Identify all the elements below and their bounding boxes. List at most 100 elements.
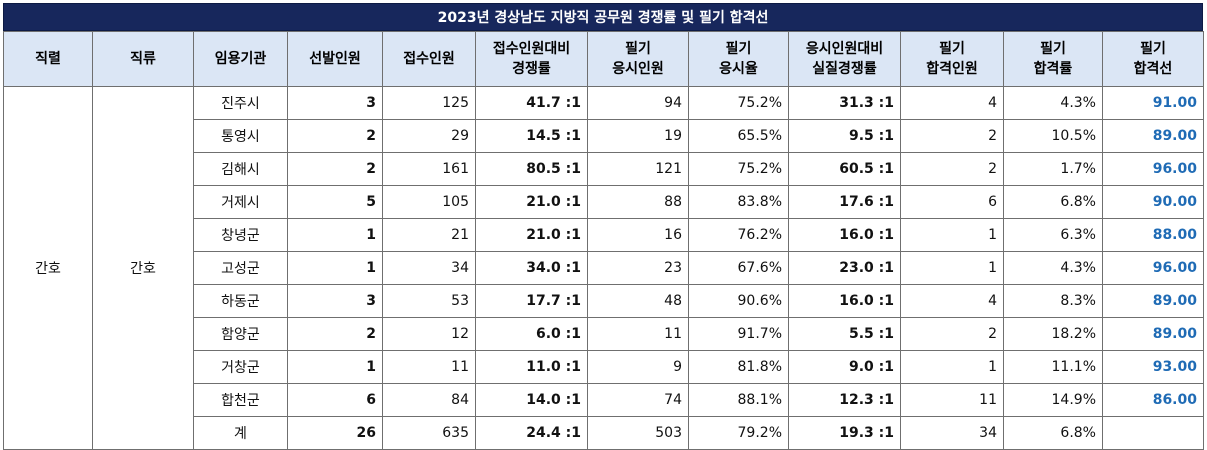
table-row: 거창군 1 11 11.0 :1 9 81.8% 9.0 :1 1 11.1% 93.00 <box>4 350 1204 384</box>
cell-exam: 94 <box>587 86 689 120</box>
header-cutline: 필기 합격선 <box>1102 31 1204 87</box>
cell-passrate: 18.2% <box>1003 317 1103 351</box>
cell-agency: 거제시 <box>193 185 288 219</box>
cell-ratio: 41.7 :1 <box>475 86 588 120</box>
cell-hire: 6 <box>287 383 383 417</box>
cell-hire: 26 <box>287 416 383 450</box>
cell-exam: 9 <box>587 350 689 384</box>
cell-ratio: 24.4 :1 <box>475 416 588 450</box>
cell-realratio: 60.5 :1 <box>788 152 901 186</box>
cell-examrate: 81.8% <box>688 350 789 384</box>
cell-pass: 1 <box>900 350 1004 384</box>
table-title: 2023년 경상남도 지방직 공무원 경쟁률 및 필기 합격선 <box>3 3 1203 31</box>
cell-cutline: 93.00 <box>1102 350 1204 384</box>
cell-cutline: 89.00 <box>1102 119 1204 153</box>
cell-passrate: 6.8% <box>1003 416 1103 450</box>
cell-hire: 3 <box>287 284 383 318</box>
cell-examrate: 75.2% <box>688 152 789 186</box>
cell-pass: 4 <box>900 86 1004 120</box>
cell-realratio: 12.3 :1 <box>788 383 901 417</box>
cell-realratio: 23.0 :1 <box>788 251 901 285</box>
cell-examrate: 91.7% <box>688 317 789 351</box>
cell-agency: 통영시 <box>193 119 288 153</box>
cell-cutline: 96.00 <box>1102 251 1204 285</box>
cell-pass: 2 <box>900 317 1004 351</box>
cell-pass: 2 <box>900 152 1004 186</box>
cell-examrate: 67.6% <box>688 251 789 285</box>
cell-ratio: 17.7 :1 <box>475 284 588 318</box>
cell-ratio: 14.0 :1 <box>475 383 588 417</box>
cell-pass: 2 <box>900 119 1004 153</box>
cell-exam: 88 <box>587 185 689 219</box>
cell-agency: 합천군 <box>193 383 288 417</box>
cell-apply: 635 <box>382 416 476 450</box>
cell-examrate: 75.2% <box>688 86 789 120</box>
cell-exam: 48 <box>587 284 689 318</box>
cell-hire: 2 <box>287 152 383 186</box>
header-agency: 임용기관 <box>193 31 288 87</box>
cell-pass: 11 <box>900 383 1004 417</box>
header-hire: 선발인원 <box>287 31 383 87</box>
cell-pass: 1 <box>900 218 1004 252</box>
cell-realratio: 5.5 :1 <box>788 317 901 351</box>
cell-realratio: 16.0 :1 <box>788 218 901 252</box>
table-body: 간호 간호 진주시 3 125 41.7 :1 94 75.2% 31.3 :1 4 4.3% 91.… <box>3 86 1204 450</box>
cell-agency: 김해시 <box>193 152 288 186</box>
cell-ratio: 21.0 :1 <box>475 218 588 252</box>
cell-pass: 1 <box>900 251 1004 285</box>
cell-examrate: 65.5% <box>688 119 789 153</box>
cell-passrate: 4.3% <box>1003 86 1103 120</box>
cell-passrate: 6.3% <box>1003 218 1103 252</box>
header-exam: 필기 응시인원 <box>587 31 689 87</box>
cell-passrate: 11.1% <box>1003 350 1103 384</box>
cell-cutline <box>1102 416 1204 450</box>
header-series: 직렬 <box>3 31 93 87</box>
cell-agency: 진주시 <box>193 86 288 120</box>
table-row: 합천군 6 84 14.0 :1 74 88.1% 12.3 :1 11 14.9% 86.00 <box>4 383 1204 417</box>
results-table-container: 2023년 경상남도 지방직 공무원 경쟁률 및 필기 합격선 직렬 직류 임용… <box>3 3 1204 450</box>
header-pass: 필기 합격인원 <box>900 31 1004 87</box>
header-examrate: 필기 응시율 <box>688 31 789 87</box>
cell-agency: 창녕군 <box>193 218 288 252</box>
header-passrate: 필기 합격률 <box>1003 31 1103 87</box>
cell-cutline: 88.00 <box>1102 218 1204 252</box>
table-row: 고성군 1 34 34.0 :1 23 67.6% 23.0 :1 1 4.3% 96.00 <box>4 251 1204 285</box>
cell-cutline: 89.00 <box>1102 317 1204 351</box>
cell-hire: 5 <box>287 185 383 219</box>
cell-apply: 105 <box>382 185 476 219</box>
cell-cutline: 90.00 <box>1102 185 1204 219</box>
cell-pass: 4 <box>900 284 1004 318</box>
cell-agency: 하동군 <box>193 284 288 318</box>
cell-realratio: 17.6 :1 <box>788 185 901 219</box>
cell-apply: 34 <box>382 251 476 285</box>
cell-apply: 12 <box>382 317 476 351</box>
cell-realratio: 9.0 :1 <box>788 350 901 384</box>
header-ratio: 접수인원대비 경쟁률 <box>475 31 588 87</box>
table-row: 함양군 2 12 6.0 :1 11 91.7% 5.5 :1 2 18.2% 89.00 <box>4 317 1204 351</box>
cell-ratio: 34.0 :1 <box>475 251 588 285</box>
header-apply: 접수인원 <box>382 31 476 87</box>
cell-series: 간호 <box>3 86 93 450</box>
cell-agency: 고성군 <box>193 251 288 285</box>
cell-exam: 121 <box>587 152 689 186</box>
cell-agency: 함양군 <box>193 317 288 351</box>
cell-hire: 3 <box>287 86 383 120</box>
cell-agency: 거창군 <box>193 350 288 384</box>
cell-realratio: 31.3 :1 <box>788 86 901 120</box>
cell-category: 간호 <box>92 86 194 450</box>
cell-hire: 1 <box>287 251 383 285</box>
cell-examrate: 90.6% <box>688 284 789 318</box>
table-row: 창녕군 1 21 21.0 :1 16 76.2% 16.0 :1 1 6.3% 88.00 <box>4 218 1204 252</box>
table-row: 통영시 2 29 14.5 :1 19 65.5% 9.5 :1 2 10.5% 89.00 <box>4 119 1204 153</box>
cell-passrate: 4.3% <box>1003 251 1103 285</box>
cell-exam: 74 <box>587 383 689 417</box>
cell-apply: 53 <box>382 284 476 318</box>
cell-cutline: 89.00 <box>1102 284 1204 318</box>
cell-examrate: 79.2% <box>688 416 789 450</box>
cell-apply: 125 <box>382 86 476 120</box>
cell-passrate: 14.9% <box>1003 383 1103 417</box>
cell-passrate: 6.8% <box>1003 185 1103 219</box>
cell-passrate: 8.3% <box>1003 284 1103 318</box>
cell-examrate: 88.1% <box>688 383 789 417</box>
cell-ratio: 80.5 :1 <box>475 152 588 186</box>
